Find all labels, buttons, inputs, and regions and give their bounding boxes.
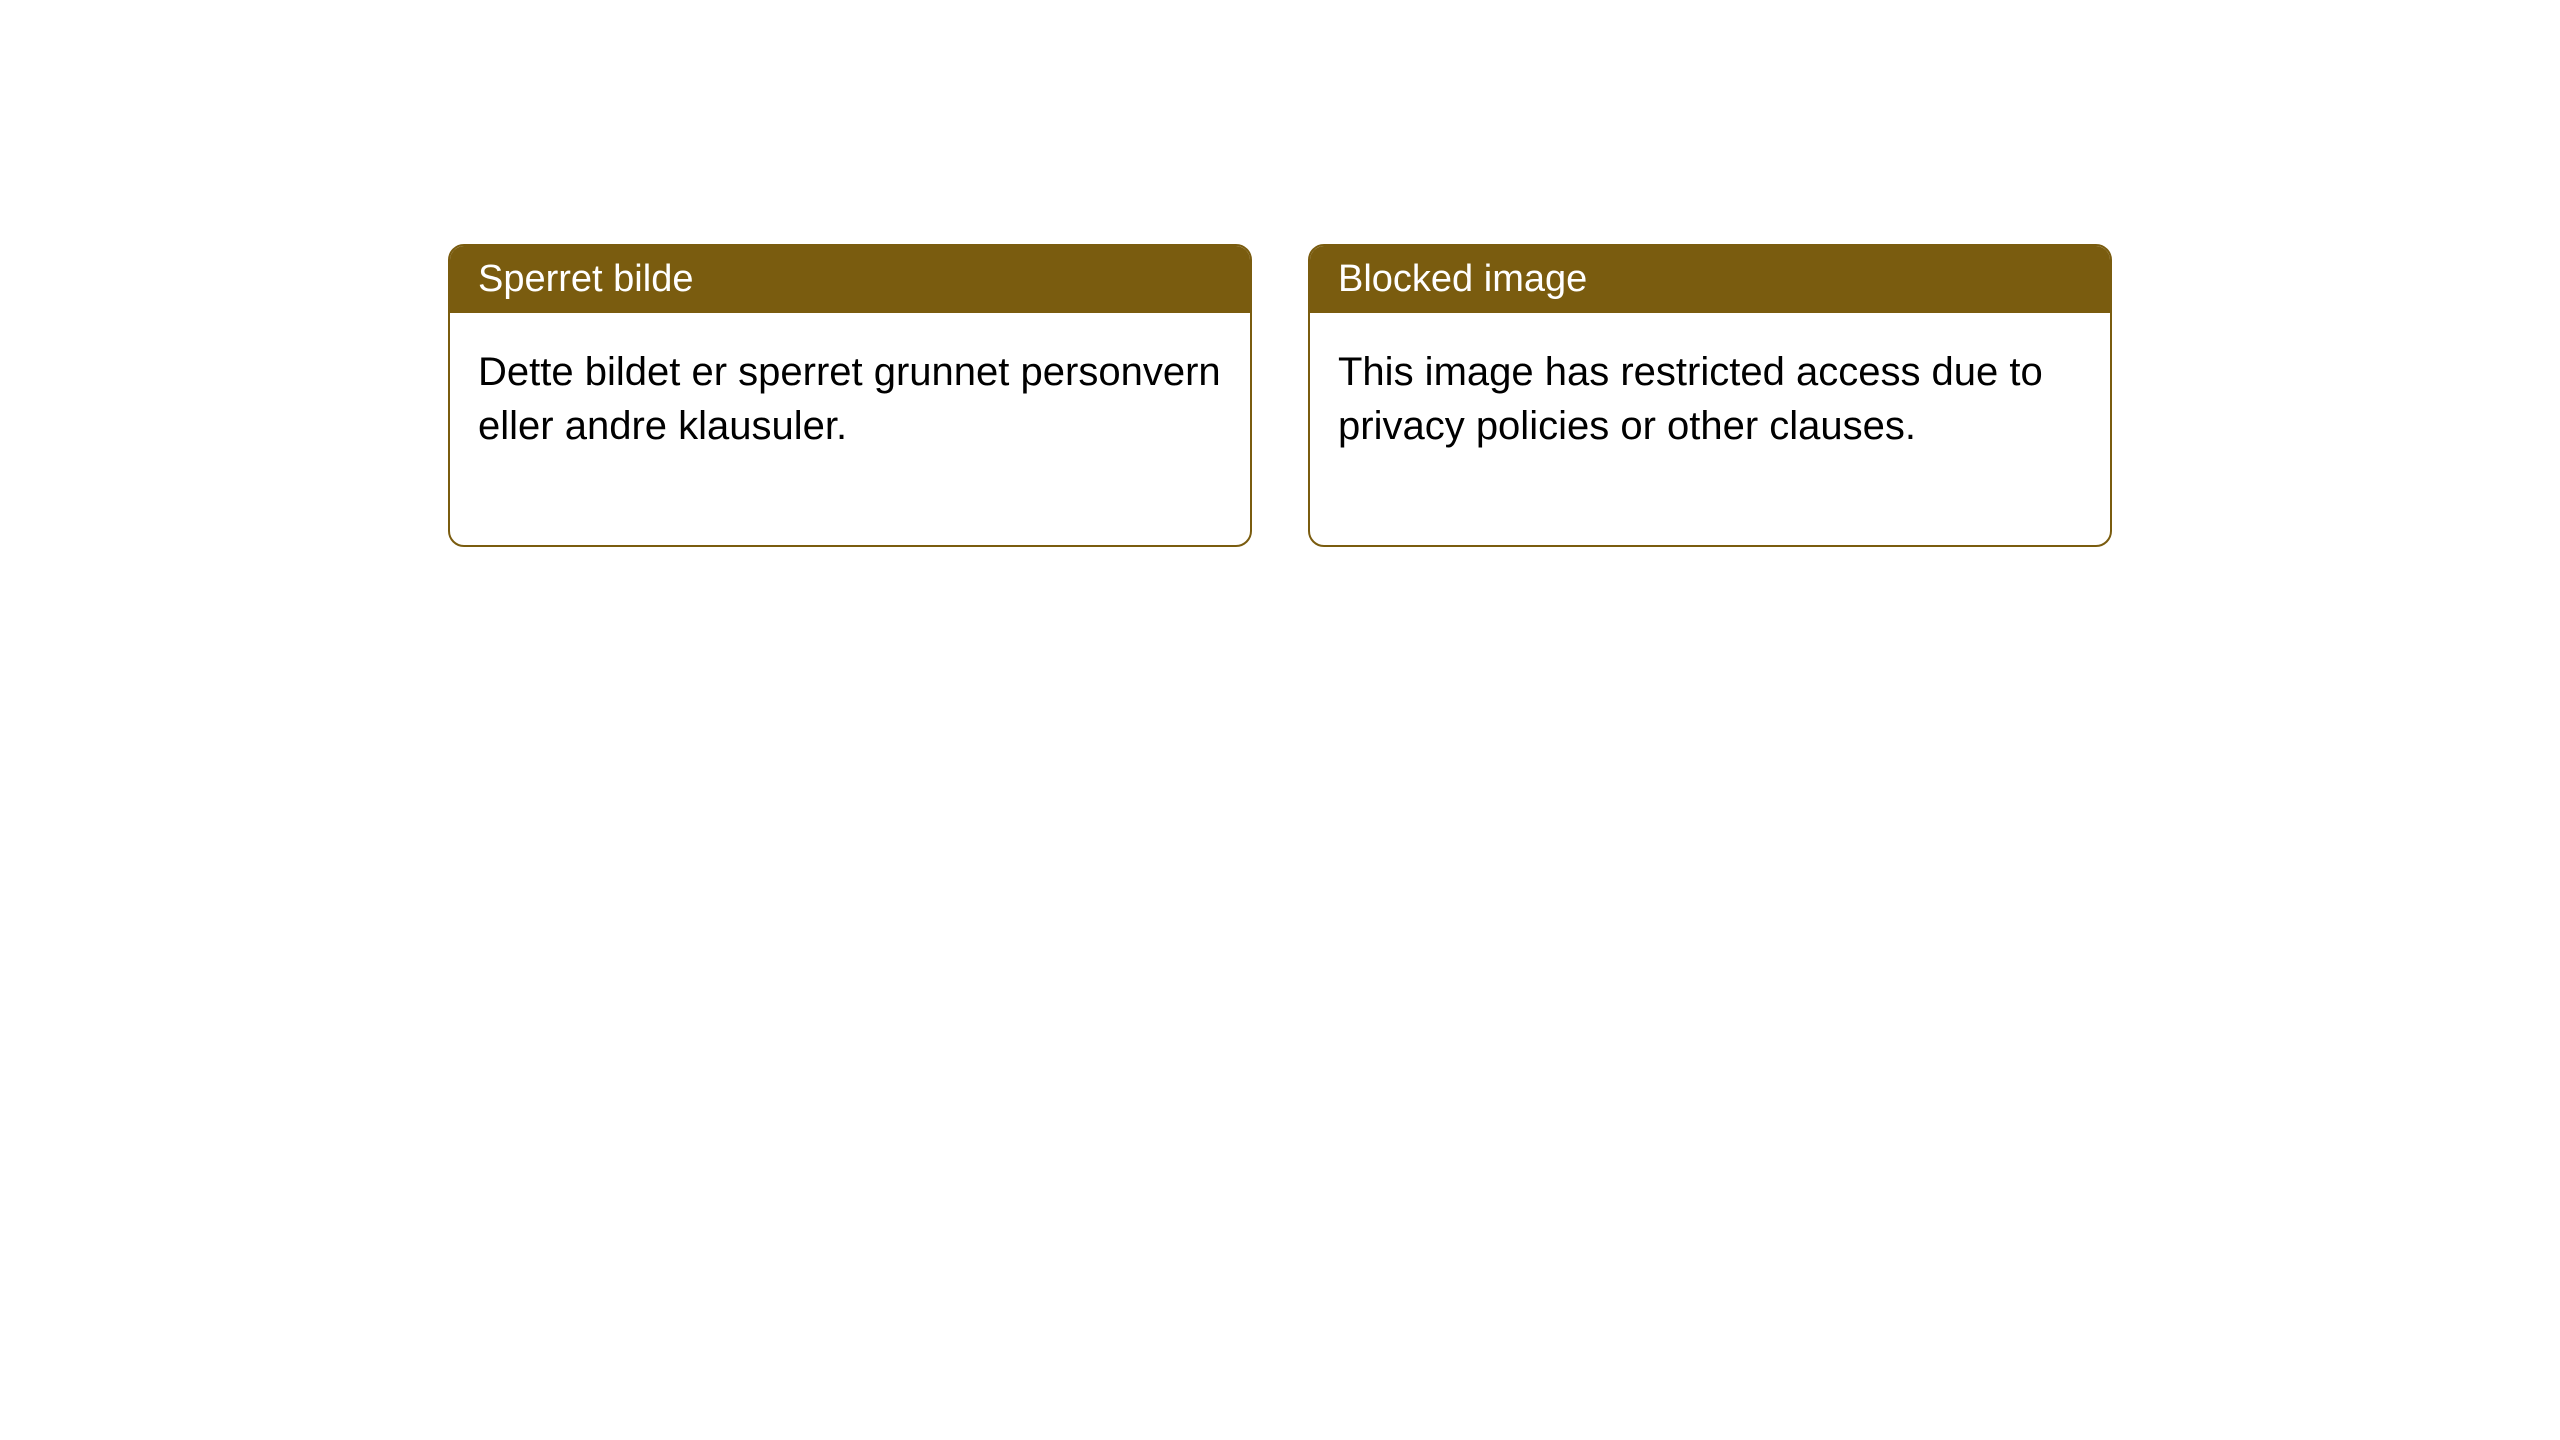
notice-box-english: Blocked image This image has restricted … bbox=[1308, 244, 2112, 547]
notice-body-text: This image has restricted access due to … bbox=[1338, 350, 2043, 448]
notice-body: Dette bildet er sperret grunnet personve… bbox=[450, 313, 1250, 545]
notice-body: This image has restricted access due to … bbox=[1310, 313, 2110, 545]
notice-header: Sperret bilde bbox=[450, 246, 1250, 313]
notice-title: Sperret bilde bbox=[478, 258, 693, 300]
notice-box-norwegian: Sperret bilde Dette bildet er sperret gr… bbox=[448, 244, 1252, 547]
notice-body-text: Dette bildet er sperret grunnet personve… bbox=[478, 350, 1221, 448]
notice-container: Sperret bilde Dette bildet er sperret gr… bbox=[448, 244, 2112, 547]
notice-header: Blocked image bbox=[1310, 246, 2110, 313]
notice-title: Blocked image bbox=[1338, 258, 1587, 300]
